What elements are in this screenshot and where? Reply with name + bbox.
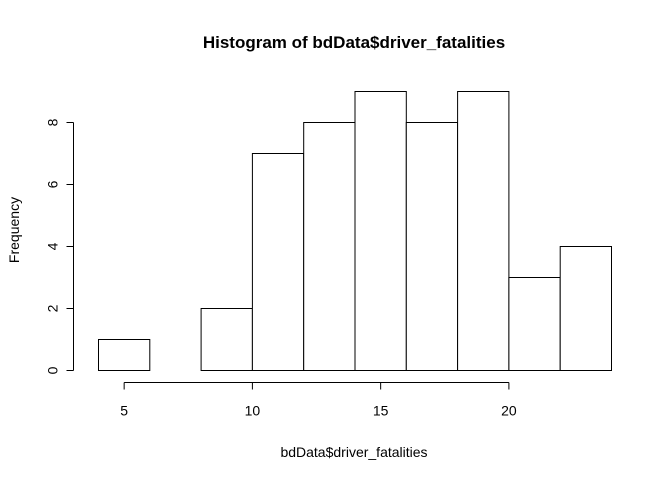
x-tick-label-5: 5: [120, 403, 128, 419]
y-axis-label: Frequency: [6, 197, 22, 263]
histogram-bar-9: [559, 246, 613, 371]
x-axis-label: bdData$driver_fatalities: [280, 444, 427, 460]
x-tick-label-10: 10: [245, 403, 261, 419]
y-tick-label-2: 2: [45, 304, 61, 312]
x-axis: 5 10 15 20: [120, 382, 517, 419]
y-tick-label-8: 8: [45, 118, 61, 126]
histogram-bar-2: [200, 308, 253, 371]
histogram-bar-3: [251, 153, 305, 371]
histogram-bar-5: [354, 91, 407, 371]
histogram-bar-4: [303, 122, 356, 371]
bars-group: [98, 91, 613, 371]
chart-title: Histogram of bdData$driver_fatalities: [203, 33, 505, 52]
histogram-bar-8: [508, 277, 561, 371]
y-tick-label-4: 4: [45, 242, 61, 250]
x-tick-label-20: 20: [501, 403, 517, 419]
x-tick-label-15: 15: [373, 403, 389, 419]
y-tick-label-0: 0: [45, 366, 61, 374]
y-axis: 0 2 4 6 8: [45, 118, 74, 374]
histogram-bar-6: [405, 122, 459, 371]
histogram-bar-7: [457, 91, 510, 371]
histogram-bar-0: [98, 339, 151, 371]
y-tick-label-6: 6: [45, 180, 61, 188]
